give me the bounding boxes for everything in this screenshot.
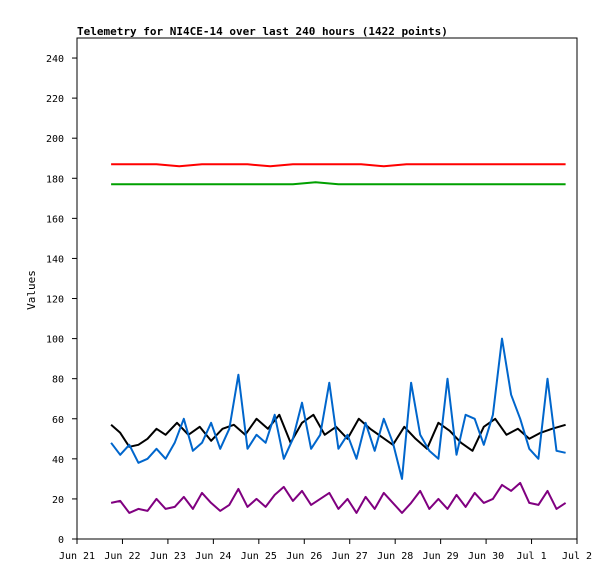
x-tick-label: Jun 23 bbox=[150, 551, 186, 562]
x-tick-label: Jun 22 bbox=[104, 551, 140, 562]
x-tick-label: Jun 24 bbox=[195, 551, 231, 562]
x-tick-label: Jul 1 bbox=[516, 551, 546, 562]
plot-area bbox=[76, 37, 578, 540]
series-line-4 bbox=[110, 337, 566, 480]
x-tick-label: Jun 30 bbox=[468, 551, 504, 562]
y-tick-label: 220 bbox=[46, 94, 64, 105]
y-tick-label: 120 bbox=[46, 295, 64, 306]
y-tick-label: 60 bbox=[52, 415, 64, 426]
y-tick-label: 0 bbox=[58, 535, 64, 546]
x-tick-label: Jul 2 bbox=[562, 551, 592, 562]
x-tick-label: Jun 26 bbox=[286, 551, 322, 562]
x-tick-label: Jun 25 bbox=[241, 551, 277, 562]
series-line-3 bbox=[110, 413, 566, 452]
series-line-5 bbox=[110, 481, 567, 514]
y-tick-label: 200 bbox=[46, 134, 64, 145]
y-tick-label: 80 bbox=[52, 375, 64, 386]
y-tick-label: 140 bbox=[46, 254, 64, 265]
series-line-1 bbox=[111, 163, 566, 168]
y-tick-label: 40 bbox=[52, 455, 64, 466]
y-tick-label: 240 bbox=[46, 54, 64, 65]
x-tick-label: Jun 21 bbox=[59, 551, 95, 562]
series-layer bbox=[110, 163, 567, 514]
y-tick-label: 100 bbox=[46, 335, 64, 346]
y-axis: 0 20 40 60 80 100 120 140 160 180 200 220 240 bbox=[46, 54, 77, 546]
y-tick-label: 180 bbox=[46, 174, 64, 185]
series-line-2 bbox=[111, 181, 566, 186]
y-axis-label: Values bbox=[25, 270, 38, 310]
chart-title: Telemetry for NI4CE-14 over last 240 hou… bbox=[77, 25, 448, 38]
x-tick-label: Jun 27 bbox=[332, 551, 368, 562]
y-tick-label: 20 bbox=[52, 495, 64, 506]
x-tick-label: Jun 29 bbox=[423, 551, 459, 562]
y-tick-label: 160 bbox=[46, 214, 64, 225]
x-axis: Jun 21 Jun 22 Jun 23 Jun 24 Jun 25 Jun 26 Jun … bbox=[59, 539, 592, 562]
x-tick-label: Jun 28 bbox=[377, 551, 413, 562]
